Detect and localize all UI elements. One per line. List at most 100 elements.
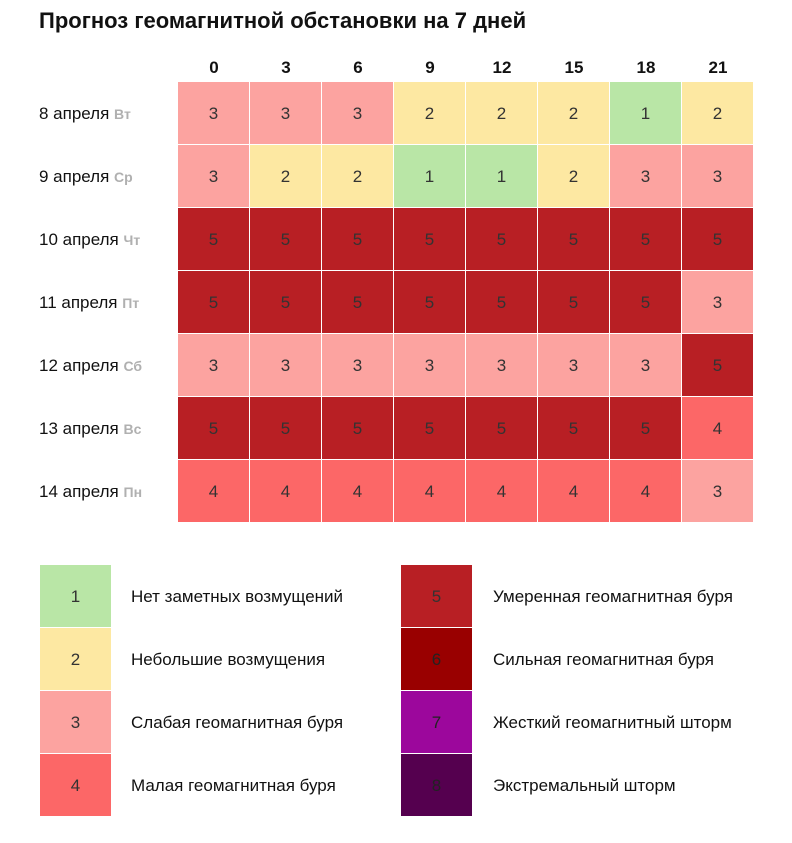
weekday-text: Чт <box>123 232 141 248</box>
heatmap-cell: 4 <box>610 460 682 523</box>
heatmap-cell: 5 <box>178 208 250 271</box>
legend-swatch: 4 <box>40 754 111 817</box>
heatmap-cell: 5 <box>394 208 466 271</box>
row-date-label: 14 апреля Пн <box>39 460 142 523</box>
heatmap-cell: 3 <box>610 334 682 397</box>
heatmap-cell: 3 <box>466 334 538 397</box>
heatmap-cell: 3 <box>178 145 250 208</box>
heatmap-cell: 3 <box>682 460 754 523</box>
date-text: 9 апреля <box>39 167 110 186</box>
heatmap-cell: 5 <box>250 271 322 334</box>
heatmap-cell: 2 <box>538 145 610 208</box>
heatmap-cell: 2 <box>538 82 610 145</box>
heatmap-cell: 2 <box>682 82 754 145</box>
heatmap-cell: 5 <box>178 397 250 460</box>
row-date-label: 13 апреля Вс <box>39 397 141 460</box>
hour-header: 12 <box>492 58 512 77</box>
page-title: Прогноз геомагнитной обстановки на 7 дне… <box>39 8 527 33</box>
legend-swatch: 8 <box>401 754 472 817</box>
row-date-label: 11 апреля Пт <box>39 271 139 334</box>
heatmap-cell: 5 <box>466 271 538 334</box>
heatmap-cell: 5 <box>466 397 538 460</box>
heatmap-cell: 2 <box>394 82 466 145</box>
heatmap-cell: 5 <box>394 271 466 334</box>
legend-swatch: 5 <box>401 565 472 628</box>
heatmap-cell: 1 <box>610 82 682 145</box>
heatmap-cell: 5 <box>178 271 250 334</box>
heatmap-cell: 4 <box>466 460 538 523</box>
legend-swatch: 2 <box>40 628 111 691</box>
legend-label: Сильная геомагнитная буря <box>493 650 714 669</box>
heatmap-cell: 5 <box>322 208 394 271</box>
date-text: 8 апреля <box>39 104 110 123</box>
heatmap-cell: 3 <box>322 82 394 145</box>
heatmap-cell: 3 <box>682 145 754 208</box>
heatmap-cell: 2 <box>250 145 322 208</box>
date-text: 10 апреля <box>39 230 119 249</box>
legend-label: Малая геомагнитная буря <box>131 776 336 795</box>
hour-header: 9 <box>425 58 435 77</box>
hour-header: 0 <box>209 58 219 77</box>
heatmap-cell: 5 <box>610 271 682 334</box>
heatmap-cell: 4 <box>250 460 322 523</box>
legend-label: Нет заметных возмущений <box>131 587 344 606</box>
heatmap-cell: 3 <box>322 334 394 397</box>
heatmap-cell: 2 <box>466 82 538 145</box>
legend-swatch: 7 <box>401 691 472 754</box>
row-date-label: 10 апреля Чт <box>39 208 140 271</box>
legend-label: Небольшие возмущения <box>131 650 326 669</box>
heatmap-cell: 1 <box>466 145 538 208</box>
heatmap-cell: 5 <box>322 397 394 460</box>
legend-label: Экстремальный шторм <box>493 776 676 795</box>
hour-header: 3 <box>281 58 291 77</box>
heatmap-cell: 5 <box>538 208 610 271</box>
hour-header: 6 <box>353 58 363 77</box>
heatmap-cell: 5 <box>610 208 682 271</box>
legend-swatch: 6 <box>401 628 472 691</box>
heatmap-cell: 3 <box>610 145 682 208</box>
heatmap-cell: 1 <box>394 145 466 208</box>
heatmap-cell: 5 <box>682 208 754 271</box>
heatmap-cell: 4 <box>322 460 394 523</box>
legend-label: Жесткий геомагнитный шторм <box>493 713 732 732</box>
legend-swatch: 3 <box>40 691 111 754</box>
row-date-label: 12 апреля Сб <box>39 334 142 397</box>
heatmap-cell: 5 <box>322 271 394 334</box>
date-text: 14 апреля <box>39 482 119 501</box>
date-text: 12 апреля <box>39 356 119 375</box>
heatmap-cell: 3 <box>538 334 610 397</box>
hour-header: 15 <box>564 58 584 77</box>
heatmap-cell: 5 <box>538 271 610 334</box>
heatmap-cell: 4 <box>178 460 250 523</box>
heatmap-cell: 5 <box>250 208 322 271</box>
heatmap-cell: 3 <box>178 82 250 145</box>
heatmap-cell: 5 <box>682 334 754 397</box>
weekday-text: Вс <box>123 421 142 437</box>
legend-label: Слабая геомагнитная буря <box>131 713 344 732</box>
heatmap-cell: 5 <box>610 397 682 460</box>
legend-label: Умеренная геомагнитная буря <box>493 587 733 606</box>
heatmap-cell: 3 <box>250 334 322 397</box>
heatmap-cell: 3 <box>682 271 754 334</box>
weekday-text: Пн <box>123 484 143 500</box>
heatmap-cell: 3 <box>178 334 250 397</box>
hour-header: 18 <box>636 58 656 77</box>
heatmap-cell: 4 <box>394 460 466 523</box>
row-date-label: 8 апреля Вт <box>39 82 131 145</box>
date-text: 11 апреля <box>39 293 118 312</box>
row-date-label: 9 апреля Ср <box>39 145 133 208</box>
weekday-text: Вт <box>114 106 131 122</box>
heatmap-cell: 5 <box>466 208 538 271</box>
heatmap-cell: 3 <box>250 82 322 145</box>
heatmap-cell: 2 <box>322 145 394 208</box>
heatmap-cell: 3 <box>394 334 466 397</box>
legend-swatch: 1 <box>40 565 111 628</box>
heatmap-cell: 4 <box>538 460 610 523</box>
heatmap-cell: 5 <box>538 397 610 460</box>
heatmap-cell: 5 <box>250 397 322 460</box>
heatmap-cell: 5 <box>394 397 466 460</box>
weekday-text: Пт <box>122 295 140 311</box>
weekday-text: Ср <box>114 169 133 185</box>
heatmap-cell: 4 <box>682 397 754 460</box>
weekday-text: Сб <box>123 358 143 374</box>
